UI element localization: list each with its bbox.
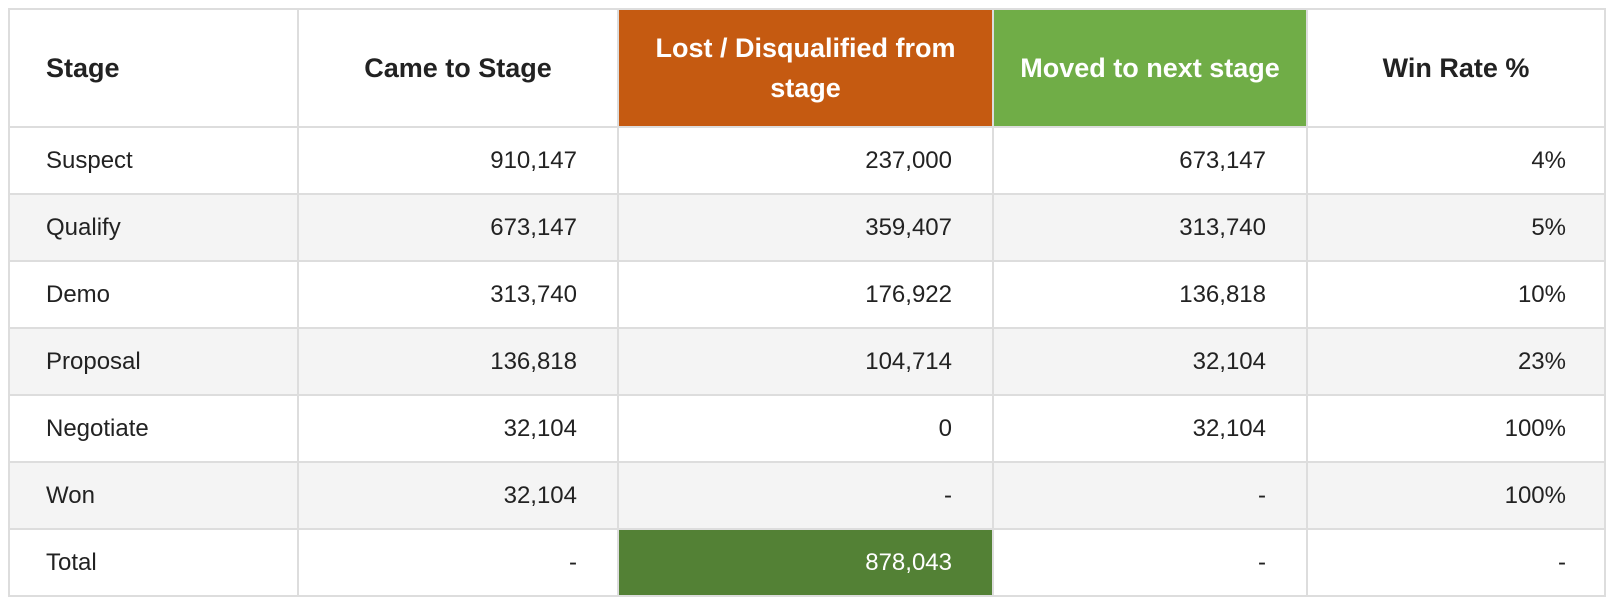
- moved-cell: 32,104: [992, 394, 1308, 463]
- table-row: Suspect 910,147 237,000 673,147 4%: [8, 126, 1606, 195]
- moved-cell: 32,104: [992, 327, 1308, 396]
- header-moved-to-next-stage: Moved to next stage: [992, 8, 1308, 128]
- stage-cell: Proposal: [8, 327, 299, 396]
- moved-cell: 136,818: [992, 260, 1308, 329]
- header-came-to-stage: Came to Stage: [297, 8, 619, 128]
- total-row: Total - 878,043 - -: [8, 528, 1606, 597]
- total-win-rate-cell: -: [1306, 528, 1606, 597]
- win-rate-cell: 100%: [1306, 394, 1606, 463]
- came-cell: 673,147: [297, 193, 619, 262]
- came-cell: 313,740: [297, 260, 619, 329]
- came-cell: 32,104: [297, 394, 619, 463]
- win-rate-cell: 100%: [1306, 461, 1606, 530]
- win-rate-cell: 10%: [1306, 260, 1606, 329]
- came-cell: 32,104: [297, 461, 619, 530]
- win-rate-cell: 23%: [1306, 327, 1606, 396]
- stage-cell: Negotiate: [8, 394, 299, 463]
- header-stage: Stage: [8, 8, 299, 128]
- win-rate-cell: 5%: [1306, 193, 1606, 262]
- table-row: Won 32,104 - - 100%: [8, 461, 1606, 530]
- stage-cell: Suspect: [8, 126, 299, 195]
- header-win-rate: Win Rate %: [1306, 8, 1606, 128]
- came-cell: 910,147: [297, 126, 619, 195]
- total-label-cell: Total: [8, 528, 299, 597]
- funnel-table-container: Stage Came to Stage Lost / Disqualified …: [8, 8, 1606, 597]
- funnel-stage-table: Stage Came to Stage Lost / Disqualified …: [8, 8, 1606, 597]
- header-lost-disqualified: Lost / Disqualified from stage: [617, 8, 994, 128]
- moved-cell: 313,740: [992, 193, 1308, 262]
- moved-cell: -: [992, 461, 1308, 530]
- came-cell: 136,818: [297, 327, 619, 396]
- table-row: Negotiate 32,104 0 32,104 100%: [8, 394, 1606, 463]
- lost-cell: 104,714: [617, 327, 994, 396]
- stage-cell: Demo: [8, 260, 299, 329]
- stage-cell: Qualify: [8, 193, 299, 262]
- stage-cell: Won: [8, 461, 299, 530]
- moved-cell: 673,147: [992, 126, 1308, 195]
- table-row: Qualify 673,147 359,407 313,740 5%: [8, 193, 1606, 262]
- table-row: Demo 313,740 176,922 136,818 10%: [8, 260, 1606, 329]
- win-rate-cell: 4%: [1306, 126, 1606, 195]
- total-lost-cell: 878,043: [617, 528, 994, 597]
- lost-cell: -: [617, 461, 994, 530]
- lost-cell: 359,407: [617, 193, 994, 262]
- header-row: Stage Came to Stage Lost / Disqualified …: [8, 8, 1606, 128]
- total-moved-cell: -: [992, 528, 1308, 597]
- table-row: Proposal 136,818 104,714 32,104 23%: [8, 327, 1606, 396]
- lost-cell: 176,922: [617, 260, 994, 329]
- total-came-cell: -: [297, 528, 619, 597]
- lost-cell: 237,000: [617, 126, 994, 195]
- lost-cell: 0: [617, 394, 994, 463]
